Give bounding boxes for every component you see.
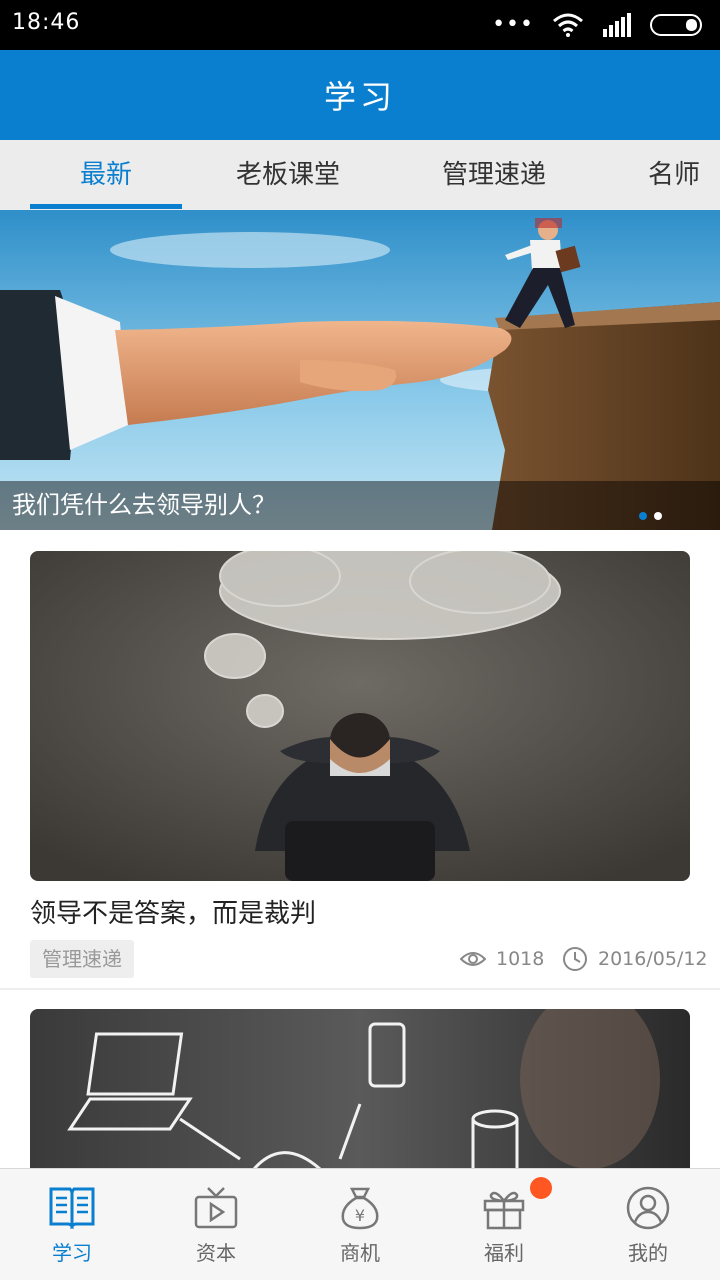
article-views: 1018: [460, 944, 544, 974]
view-count: 1018: [496, 948, 545, 970]
tab-management-express[interactable]: 管理速递: [441, 160, 546, 190]
nav-me[interactable]: 我的: [576, 1169, 720, 1280]
article-tag[interactable]: 管理速递: [30, 940, 134, 978]
article-image[interactable]: [30, 551, 690, 881]
nav-capital[interactable]: 资本: [144, 1169, 288, 1280]
status-bar: 18:46 •••: [0, 0, 720, 50]
tab-famous-teachers[interactable]: 名师: [648, 160, 701, 190]
svg-text:¥: ¥: [355, 1206, 365, 1225]
nav-learn[interactable]: 学习: [0, 1169, 144, 1280]
article-date: 2016/05/12: [562, 944, 708, 974]
nav-label: 我的: [628, 1241, 668, 1265]
user-icon: [626, 1186, 670, 1230]
more-dots-icon: •••: [492, 12, 534, 37]
app-bar: 学习: [0, 50, 720, 140]
nav-label: 学习: [52, 1241, 92, 1265]
bottom-nav: 学习 资本 ¥ 商机 福利 我的: [0, 1168, 720, 1280]
article-illustration: [30, 551, 690, 881]
notification-badge: [530, 1177, 552, 1199]
money-bag-icon: ¥: [341, 1187, 379, 1230]
book-icon: [49, 1187, 95, 1229]
status-time: 18:46: [12, 10, 81, 35]
nav-label: 福利: [484, 1241, 524, 1265]
banner-image: [0, 210, 720, 530]
nav-label: 资本: [196, 1241, 236, 1265]
status-icons: •••: [492, 12, 706, 38]
tab-latest[interactable]: 最新: [79, 160, 132, 190]
eye-icon: [460, 952, 486, 966]
article-image[interactable]: [30, 1009, 690, 1179]
divider: [0, 988, 720, 990]
banner-carousel[interactable]: 我们凭什么去领导别人？: [0, 210, 720, 530]
tab-boss-class[interactable]: 老板课堂: [235, 160, 340, 190]
nav-label: 商机: [340, 1241, 380, 1265]
wifi-icon: [553, 13, 583, 37]
banner-dot-active: [639, 512, 647, 520]
banner-pagination: [639, 512, 662, 520]
page-title: 学习: [323, 78, 396, 116]
article-illustration: [30, 1009, 690, 1179]
signal-icon: [603, 13, 631, 37]
battery-icon: [650, 14, 702, 36]
nav-opportunity[interactable]: ¥ 商机: [288, 1169, 432, 1280]
tab-indicator: [30, 204, 182, 209]
publish-date: 2016/05/12: [598, 948, 708, 970]
tv-play-icon: [194, 1187, 238, 1229]
category-tabs: 最新 老板课堂 管理速递 名师: [0, 140, 720, 210]
banner-caption: 我们凭什么去领导别人？: [0, 481, 720, 530]
clock-icon: [563, 947, 587, 971]
gift-icon: [483, 1191, 525, 1230]
banner-dot: [654, 512, 662, 520]
article-title[interactable]: 领导不是答案，而是裁判: [30, 899, 317, 929]
nav-benefits[interactable]: 福利: [432, 1169, 576, 1280]
